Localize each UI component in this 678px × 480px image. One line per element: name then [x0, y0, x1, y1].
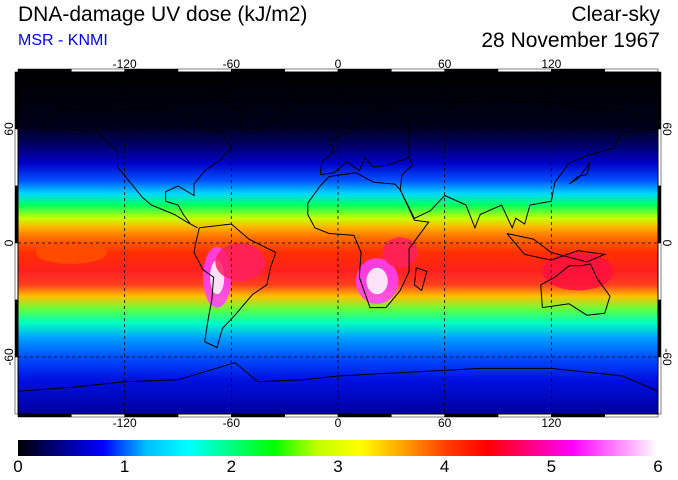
map-border: [17, 71, 659, 415]
graticule: [18, 72, 658, 414]
lon-tick-label: 0: [335, 57, 342, 71]
lat-tick-label: 0: [660, 240, 674, 247]
colorbar-tick-label: 2: [226, 457, 237, 476]
colorbar-tick-label: 1: [119, 457, 130, 476]
coastline: [44, 105, 232, 229]
uv-hotspot: [542, 252, 614, 291]
coastline: [540, 263, 611, 316]
coastline: [399, 98, 658, 230]
map-title: DNA-damage UV dose (kJ/m2): [18, 3, 308, 26]
lat-labels-right: 60 0 -60: [660, 122, 674, 366]
coastline: [193, 223, 277, 349]
uv-hotspot: [366, 267, 388, 295]
colorbar-tick-label: 6: [653, 457, 663, 476]
coastline: [506, 233, 607, 263]
lon-tick-label: 60: [438, 57, 452, 71]
lat-tick-label: -60: [2, 348, 16, 366]
colorbar-tick-label: 5: [546, 457, 557, 476]
uv-dose-map: -120 -60 0 60 120 -120 -60 0 60 120 60 0 -60 60 0 -6…: [2, 57, 674, 430]
uv-hotspot: [35, 241, 107, 264]
lon-tick-label: -120: [113, 416, 137, 430]
lon-tick-label: -120: [113, 57, 137, 71]
lat-tick-label: -60: [660, 348, 674, 366]
coastline: [413, 267, 428, 292]
lon-tick-label: -60: [223, 57, 241, 71]
coastline: [208, 84, 304, 130]
coastline: [568, 161, 591, 185]
lon-tick-label: -60: [223, 416, 241, 430]
coastline: [307, 172, 430, 309]
lon-labels-top: -120 -60 0 60 120: [113, 57, 562, 71]
colorbar-tick-label: 4: [439, 457, 450, 476]
uv-hotspots: [35, 237, 614, 308]
lat-tick-label: 60: [660, 122, 674, 136]
colorbar: [18, 440, 658, 456]
lon-labels-bottom: -120 -60 0 60 120: [113, 416, 562, 430]
sky-condition-label: Clear-sky: [571, 3, 660, 26]
colorbar-tick-label: 0: [13, 457, 23, 476]
lon-tick-label: 120: [541, 57, 561, 71]
lon-tick-label: 60: [438, 416, 452, 430]
lat-labels-left: 60 0 -60: [2, 122, 16, 366]
coastline: [18, 362, 658, 392]
colorbar-tick-label: 3: [333, 457, 343, 476]
source-label: MSR - KNMI: [18, 32, 108, 49]
lon-tick-label: 120: [541, 416, 561, 430]
coastlines: [18, 84, 658, 392]
lat-tick-label: 60: [2, 122, 16, 136]
lat-tick-label: 0: [2, 239, 16, 246]
uv-hotspot: [215, 243, 266, 281]
uv-hotspot: [382, 237, 418, 268]
lon-tick-label: 0: [335, 416, 342, 430]
date-label: 28 November 1967: [481, 29, 660, 52]
